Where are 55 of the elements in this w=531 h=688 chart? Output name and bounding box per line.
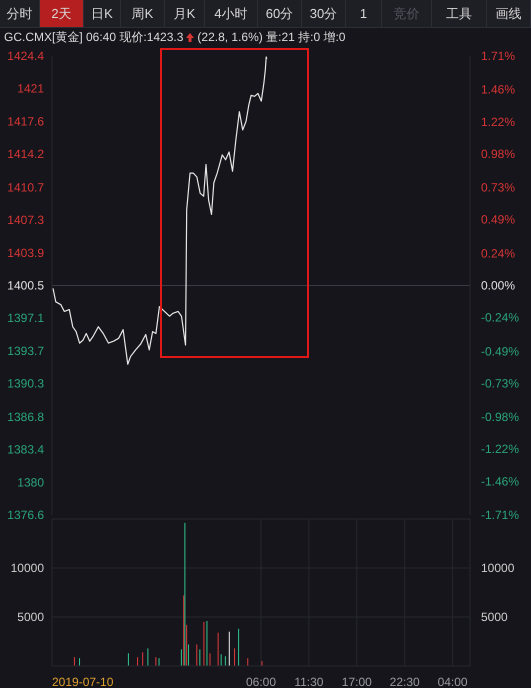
y-tick-label: 10000 — [10, 561, 44, 575]
y2-tick-label: 0.00% — [481, 278, 516, 292]
text: 4小时 — [205, 0, 258, 27]
y-tick-label: 1424.4 — [7, 49, 44, 63]
y2-tick-label: -0.73% — [481, 376, 520, 390]
text: 30分 — [302, 0, 346, 27]
x-tick-label: 11:30 — [294, 675, 324, 688]
y2-tick-label: -1.71% — [481, 508, 520, 522]
y2-tick-label: -0.98% — [481, 410, 520, 424]
y2-tick-label: 1.71% — [481, 49, 516, 63]
y-tick-label: 1407.3 — [7, 213, 44, 228]
y-tick-label: 5000 — [17, 610, 44, 624]
text: 分时 — [0, 0, 40, 27]
text: 工具 — [432, 0, 487, 27]
text: 画线 — [487, 0, 531, 27]
y2-tick-label: -1.46% — [481, 474, 520, 488]
y-tick-label: 1376.6 — [7, 508, 44, 522]
y-tick-label: 1410.7 — [7, 180, 44, 195]
y2-tick-label: 0.98% — [481, 146, 516, 161]
chart-subtitle: (22.8, 1.6%) 量:21 持:0 增:0 — [197, 28, 346, 46]
chart-title: GC.CMX[黄金] 06:40 现价:1423.3 — [4, 28, 184, 46]
y2-tick-label: -0.24% — [481, 310, 520, 325]
y2-tick-label: 0.24% — [481, 246, 516, 260]
y2-tick-label: -0.49% — [481, 344, 520, 358]
y-tick-label: 1403.9 — [7, 246, 44, 260]
y-tick-label: 1380 — [17, 475, 44, 490]
y-tick-label: 1414.2 — [7, 146, 44, 161]
x-tick-label: 06:00 — [246, 675, 276, 688]
y-tick-label: 1421 — [17, 82, 44, 96]
y-tick-label: 1393.7 — [7, 344, 44, 358]
y-tick-label: 1390.3 — [7, 376, 44, 390]
text: 1 — [346, 0, 382, 27]
text: 竞价 — [382, 0, 432, 27]
y-tick-label: 1397.1 — [7, 311, 44, 326]
x-tick-label: 04:00 — [438, 675, 468, 688]
line-series — [52, 56, 268, 365]
text: 周K — [121, 0, 165, 27]
text: 日K — [84, 0, 121, 27]
y-tick-label: 1417.6 — [7, 114, 44, 128]
y2-tick-label: -1.22% — [481, 442, 520, 456]
x-tick-label: 2019-07-10 — [52, 675, 114, 688]
y2-tick-label: 0.49% — [481, 212, 516, 227]
x-tick-label: 17:00 — [342, 675, 372, 688]
y2-tick-label: 5000 — [481, 610, 508, 624]
text: 60分 — [258, 0, 302, 27]
y2-tick-label: 10000 — [481, 561, 515, 575]
text: 2天 — [40, 0, 84, 27]
y2-tick-label: 1.46% — [481, 82, 516, 97]
text: 月K — [165, 0, 205, 27]
y-tick-label: 1400.5 — [7, 278, 44, 292]
y-tick-label: 1383.4 — [7, 442, 44, 457]
x-tick-label: 22:30 — [390, 675, 420, 688]
y-tick-label: 1386.8 — [7, 410, 44, 424]
y2-tick-label: 0.73% — [481, 180, 516, 195]
y2-tick-label: 1.22% — [481, 114, 516, 129]
